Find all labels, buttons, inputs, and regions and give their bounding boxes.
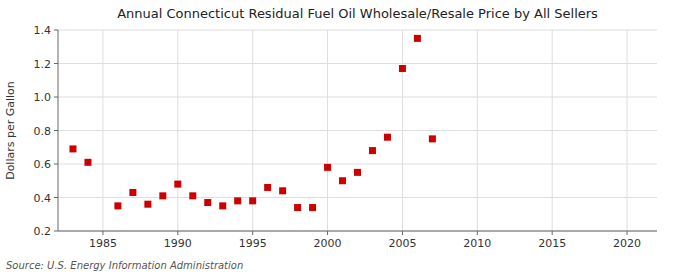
y-tick-label: 0.4 [34,192,52,205]
y-tick [54,97,58,98]
point [339,177,346,184]
x-tick [252,231,253,235]
x-grid-line [402,30,403,231]
point [219,202,226,209]
point [414,35,421,42]
y-tick [54,130,58,131]
point [309,204,316,211]
point [324,164,331,171]
x-grid-line [477,30,478,231]
y-grid-line [58,231,657,232]
x-grid-line [102,30,103,231]
x-tick-label: 2020 [613,237,641,250]
point [84,159,91,166]
point [429,135,436,142]
point [384,134,391,141]
point [279,187,286,194]
x-grid-line [552,30,553,231]
point [189,192,196,199]
point [399,65,406,72]
x-tick [327,231,328,235]
y-tick [54,63,58,64]
y-grid-line [58,97,657,98]
x-tick-label: 2000 [314,237,342,250]
x-tick-label: 2010 [463,237,491,250]
y-tick-label: 1.4 [34,24,52,37]
y-tick-label: 0.8 [34,125,52,138]
x-tick-label: 1995 [239,237,267,250]
x-tick [102,231,103,235]
y-grid-line [58,63,657,64]
y-grid-line [58,197,657,198]
point [264,184,271,191]
title: Annual Connecticut Residual Fuel Oil Who… [117,6,598,21]
point [234,197,241,204]
point [294,204,301,211]
y-tick [54,231,58,232]
x-tick [177,231,178,235]
y-tick [54,164,58,165]
y-grid-line [58,164,657,165]
x-tick-label: 2005 [388,237,416,250]
point [369,147,376,154]
x-tick-label: 1985 [89,237,117,250]
chart: 0.2 0.4 0.6 0.8 1.0 1.2 1.4 1985 1990 1995 2000 200… [0,0,675,275]
x-tick [477,231,478,235]
x-tick [627,231,628,235]
y-tick-label: 1.2 [34,58,52,71]
y-grid-line [58,130,657,131]
x-grid-line [627,30,628,231]
y-tick [54,30,58,31]
grid [58,30,657,231]
source-note: Source: U.S. Energy Information Administ… [6,260,243,271]
y-tick-label: 1.0 [34,91,52,104]
x-tick-label: 1990 [164,237,192,250]
x-tick [552,231,553,235]
point [129,189,136,196]
point [204,199,211,206]
y-tick-label: 0.2 [34,225,52,238]
x-axis-line [58,231,657,232]
point [144,201,151,208]
y-tick-label: 0.6 [34,158,52,171]
point [159,192,166,199]
y-tick [54,197,58,198]
points [69,35,435,211]
x-grid-line [177,30,178,231]
point [249,197,256,204]
point [354,169,361,176]
axes: 0.2 0.4 0.6 0.8 1.0 1.2 1.4 1985 1990 1995 2000 200… [34,24,658,250]
y-axis-label: Dollars per Gallon [4,81,17,180]
x-tick [402,231,403,235]
point [174,181,181,188]
point [69,145,76,152]
y-grid-line [58,30,657,31]
point [114,202,121,209]
x-tick-label: 2015 [538,237,566,250]
x-grid-line [327,30,328,231]
y-axis-line [58,30,59,231]
